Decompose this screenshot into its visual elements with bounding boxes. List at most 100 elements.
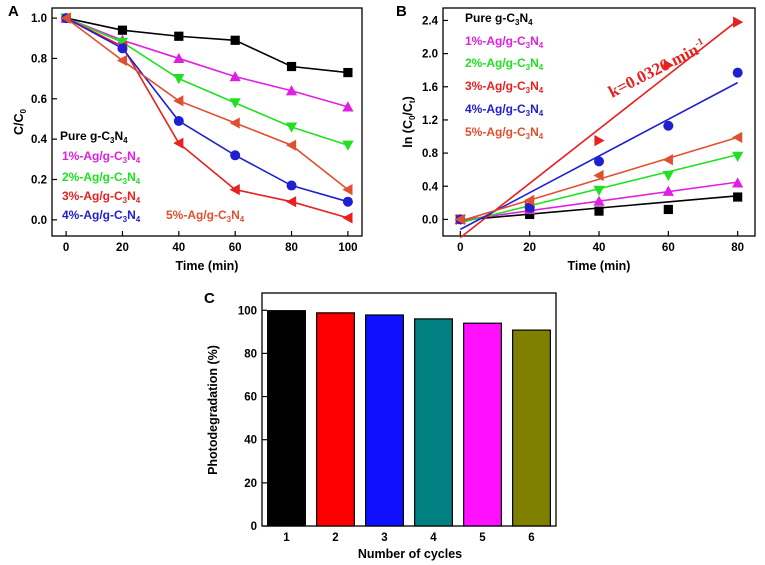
panel-a-data-point: [174, 31, 184, 41]
panel-a-xtick-label: 20: [116, 242, 129, 254]
panel-c-ytick-label: 60: [244, 392, 257, 404]
panel-b-ytick-label: 1.2: [422, 115, 438, 127]
panel-a-data-point: [286, 61, 297, 72]
panel-b-ylabel: ln (C0/Ct): [401, 96, 417, 148]
panel-a-series-line: [65, 17, 349, 108]
panel-a-data-point: [173, 137, 184, 149]
panel-a-data-point: [116, 37, 129, 48]
panel-c-bar: [267, 310, 306, 527]
panel-b-data-point: [733, 16, 744, 28]
panel-c-xtick-label: 1: [283, 532, 290, 544]
panel-b-legend-entry: 1%-Ag/g-C3N4: [465, 34, 544, 50]
panel-b-fit-line: [460, 136, 738, 222]
panel-a-ticks: 0 20 40 60 80 100 0.0 0.2 0.4 0.6 0.8 1.0: [31, 13, 358, 254]
panel-a-ytick-label: 0.0: [31, 215, 47, 227]
panel-b-xtick-label: 60: [662, 242, 675, 254]
panel-b-data-point: [662, 154, 673, 166]
panel-b: B 0 20 40 60 80 0.0 0.4 0.8 1.2 1.6 2.0 2.4 Time (m…: [396, 3, 756, 273]
panel-b-fit-line: [459, 19, 739, 239]
panel-c-ytick-label: 80: [244, 348, 257, 360]
panel-a-data-point: [229, 183, 240, 196]
panel-b-data-point: [593, 169, 604, 182]
panel-a-data-point: [173, 74, 185, 85]
panel-a-data-point: [229, 71, 241, 82]
panel-a-data-point: [285, 122, 298, 133]
panel-a-xtick-label: 80: [285, 242, 298, 254]
panel-c-ytick-label: 20: [244, 478, 257, 490]
panel-c-ytick-label: 0: [251, 521, 257, 533]
panel-a-data-point: [173, 95, 184, 107]
panel-b-legend-entry: Pure g-C3N4: [465, 11, 533, 27]
panel-b-ytick-label: 2.0: [422, 49, 438, 61]
panel-b-data-point: [732, 151, 744, 163]
panel-a-ytick-label: 0.4: [31, 134, 48, 146]
panel-c-bars: [267, 310, 551, 527]
panel-c-xtick-label: 6: [528, 532, 534, 544]
panel-a-frame: [51, 7, 363, 237]
panel-c-xlabel: Number of cycles: [358, 547, 462, 561]
panel-a-xtick-label: 100: [338, 242, 357, 254]
panel-a-data-point: [285, 85, 298, 96]
panel-c-xtick-label: 2: [332, 532, 338, 544]
panel-a-legend-entry: 1%-Ag/g-C3N4: [62, 149, 141, 165]
panel-a-series-line: [65, 17, 349, 219]
panel-a-data-point: [285, 139, 297, 151]
rate-constant-annotation: k=0.0326 min-1: [605, 36, 709, 101]
panel-a-legend-entry: 3%-Ag/g-C3N4: [62, 189, 141, 205]
panel-a-data-point: [342, 101, 354, 112]
panel-a-xlabel: Time (min): [176, 259, 239, 273]
panel-b-data-point: [663, 120, 674, 131]
panel-a-series-line: [65, 17, 348, 74]
panel-a-ytick-label: 0.6: [31, 94, 47, 106]
panel-b-legend-entry: 4%-Ag/g-C3N4: [465, 102, 544, 118]
panel-b-data-point: [525, 209, 535, 220]
panel-c-bar: [463, 322, 502, 527]
panel-b-data-point: [732, 177, 744, 188]
panel-c-bar: [316, 312, 355, 527]
panel-a-data-point: [230, 35, 240, 45]
panel-b-series: [454, 16, 744, 226]
panel-b-data-point: [454, 213, 465, 226]
panel-b-data-point: [663, 59, 674, 71]
panel-a-data-point: [116, 54, 128, 67]
panel-a-series: [60, 12, 354, 224]
panel-a-data-point: [229, 117, 240, 129]
panel-a-data-point: [117, 43, 128, 54]
panel-b-data-point: [524, 202, 535, 213]
panel-a-data-point: [286, 180, 297, 191]
panel-b-data-point: [524, 194, 535, 206]
panel-a-legend-entry: Pure g-C3N4: [60, 129, 128, 145]
panel-a-data-point: [60, 12, 71, 24]
panel-a-xtick-label: 40: [172, 242, 185, 254]
panel-a-data-point: [342, 183, 353, 196]
panel-a-data-point: [342, 196, 353, 207]
panel-b-ytick-label: 1.6: [422, 82, 438, 94]
panel-b-ytick-label: 0.4: [422, 181, 439, 193]
panel-a-data-point: [342, 140, 354, 151]
panel-b-fit-line: [459, 81, 739, 231]
panel-a-ytick-label: 0.8: [31, 53, 48, 65]
panel-a-legend-entry: 2%-Ag/g-C3N4: [62, 170, 141, 186]
panel-b-data-point: [662, 185, 674, 196]
panel-b-ytick-label: 2.4: [422, 15, 439, 27]
panel-a-data-point: [343, 67, 353, 78]
panel-b-data-point: [733, 192, 743, 202]
panel-b-xtick-label: 80: [731, 242, 744, 254]
panel-b-data-point: [593, 195, 605, 206]
panel-b-data-point: [663, 204, 673, 215]
panel-a-ytick-label: 0.2: [31, 175, 47, 187]
panel-b-xlabel: Time (min): [568, 259, 631, 273]
panel-a-data-point: [230, 150, 241, 161]
panel-c-bar: [365, 314, 404, 527]
panel-a-series-line: [65, 17, 349, 203]
panel-b-xtick-label: 20: [523, 242, 536, 254]
panel-c-ytick-label: 40: [244, 435, 257, 447]
panel-a-data-point: [173, 52, 185, 64]
panel-a-data-point: [285, 196, 297, 208]
panel-a-series-line: [65, 17, 349, 191]
panel-a-legend-entry: 5%-Ag/g-C3N4: [166, 208, 245, 224]
panel-b-letter: B: [396, 3, 407, 20]
panel-b-data-point: [662, 170, 674, 182]
panel-b-ytick-label: 0.8: [422, 148, 439, 160]
